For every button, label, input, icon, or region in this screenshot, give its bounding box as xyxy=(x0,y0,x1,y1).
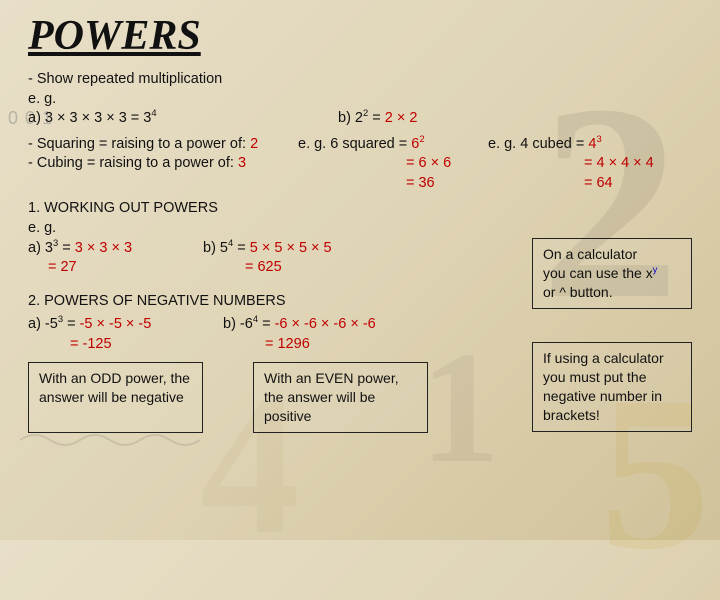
page-title: POWERS xyxy=(28,12,692,60)
squared-example: e. g. 6 squared = 62 xyxy=(298,135,488,155)
content-area: - Show repeated multiplication e. g. a) … xyxy=(28,70,692,433)
neg-example-b: b) -64 = -6 × -6 × -6 × -6 = 1296 xyxy=(223,315,458,354)
intro-eg: e. g. xyxy=(28,90,692,110)
intro-example-a: a) 3 × 3 × 3 × 3 = 34 xyxy=(28,109,338,129)
squaring-def: - Squaring = raising to a power of: 2 xyxy=(28,135,298,155)
cubed-line2: = 4 × 4 × 4 xyxy=(488,154,654,174)
working-out-eg: e. g. xyxy=(28,219,692,239)
work-example-b: b) 54 = 5 × 5 × 5 × 5 = 625 xyxy=(203,239,408,278)
odd-power-box: With an ODD power, the answer will be ne… xyxy=(28,362,203,433)
working-out-heading: 1. WORKING OUT POWERS xyxy=(28,199,692,219)
squared-line3: = 36 xyxy=(298,174,488,194)
intro-example-b: b) 22 = 2 × 2 xyxy=(338,109,417,129)
work-example-a: a) 33 = 3 × 3 × 3 = 27 xyxy=(28,239,203,278)
neg-example-a: a) -53 = -5 × -5 × -5 = -125 xyxy=(28,315,223,354)
cubed-example: e. g. 4 cubed = 43 xyxy=(488,135,654,155)
calculator-tip-box: On a calculator you can use the xy or ^ … xyxy=(532,238,692,309)
squared-line2: = 6 × 6 xyxy=(298,154,488,174)
cubed-line3: = 64 xyxy=(488,174,654,194)
intro-line1: - Show repeated multiplication xyxy=(28,70,692,90)
calculator-neg-box: If using a calculator you must put the n… xyxy=(532,342,692,432)
even-power-box: With an EVEN power, the answer will be p… xyxy=(253,362,428,433)
cubing-def: - Cubing = raising to a power of: 3 xyxy=(28,154,298,174)
